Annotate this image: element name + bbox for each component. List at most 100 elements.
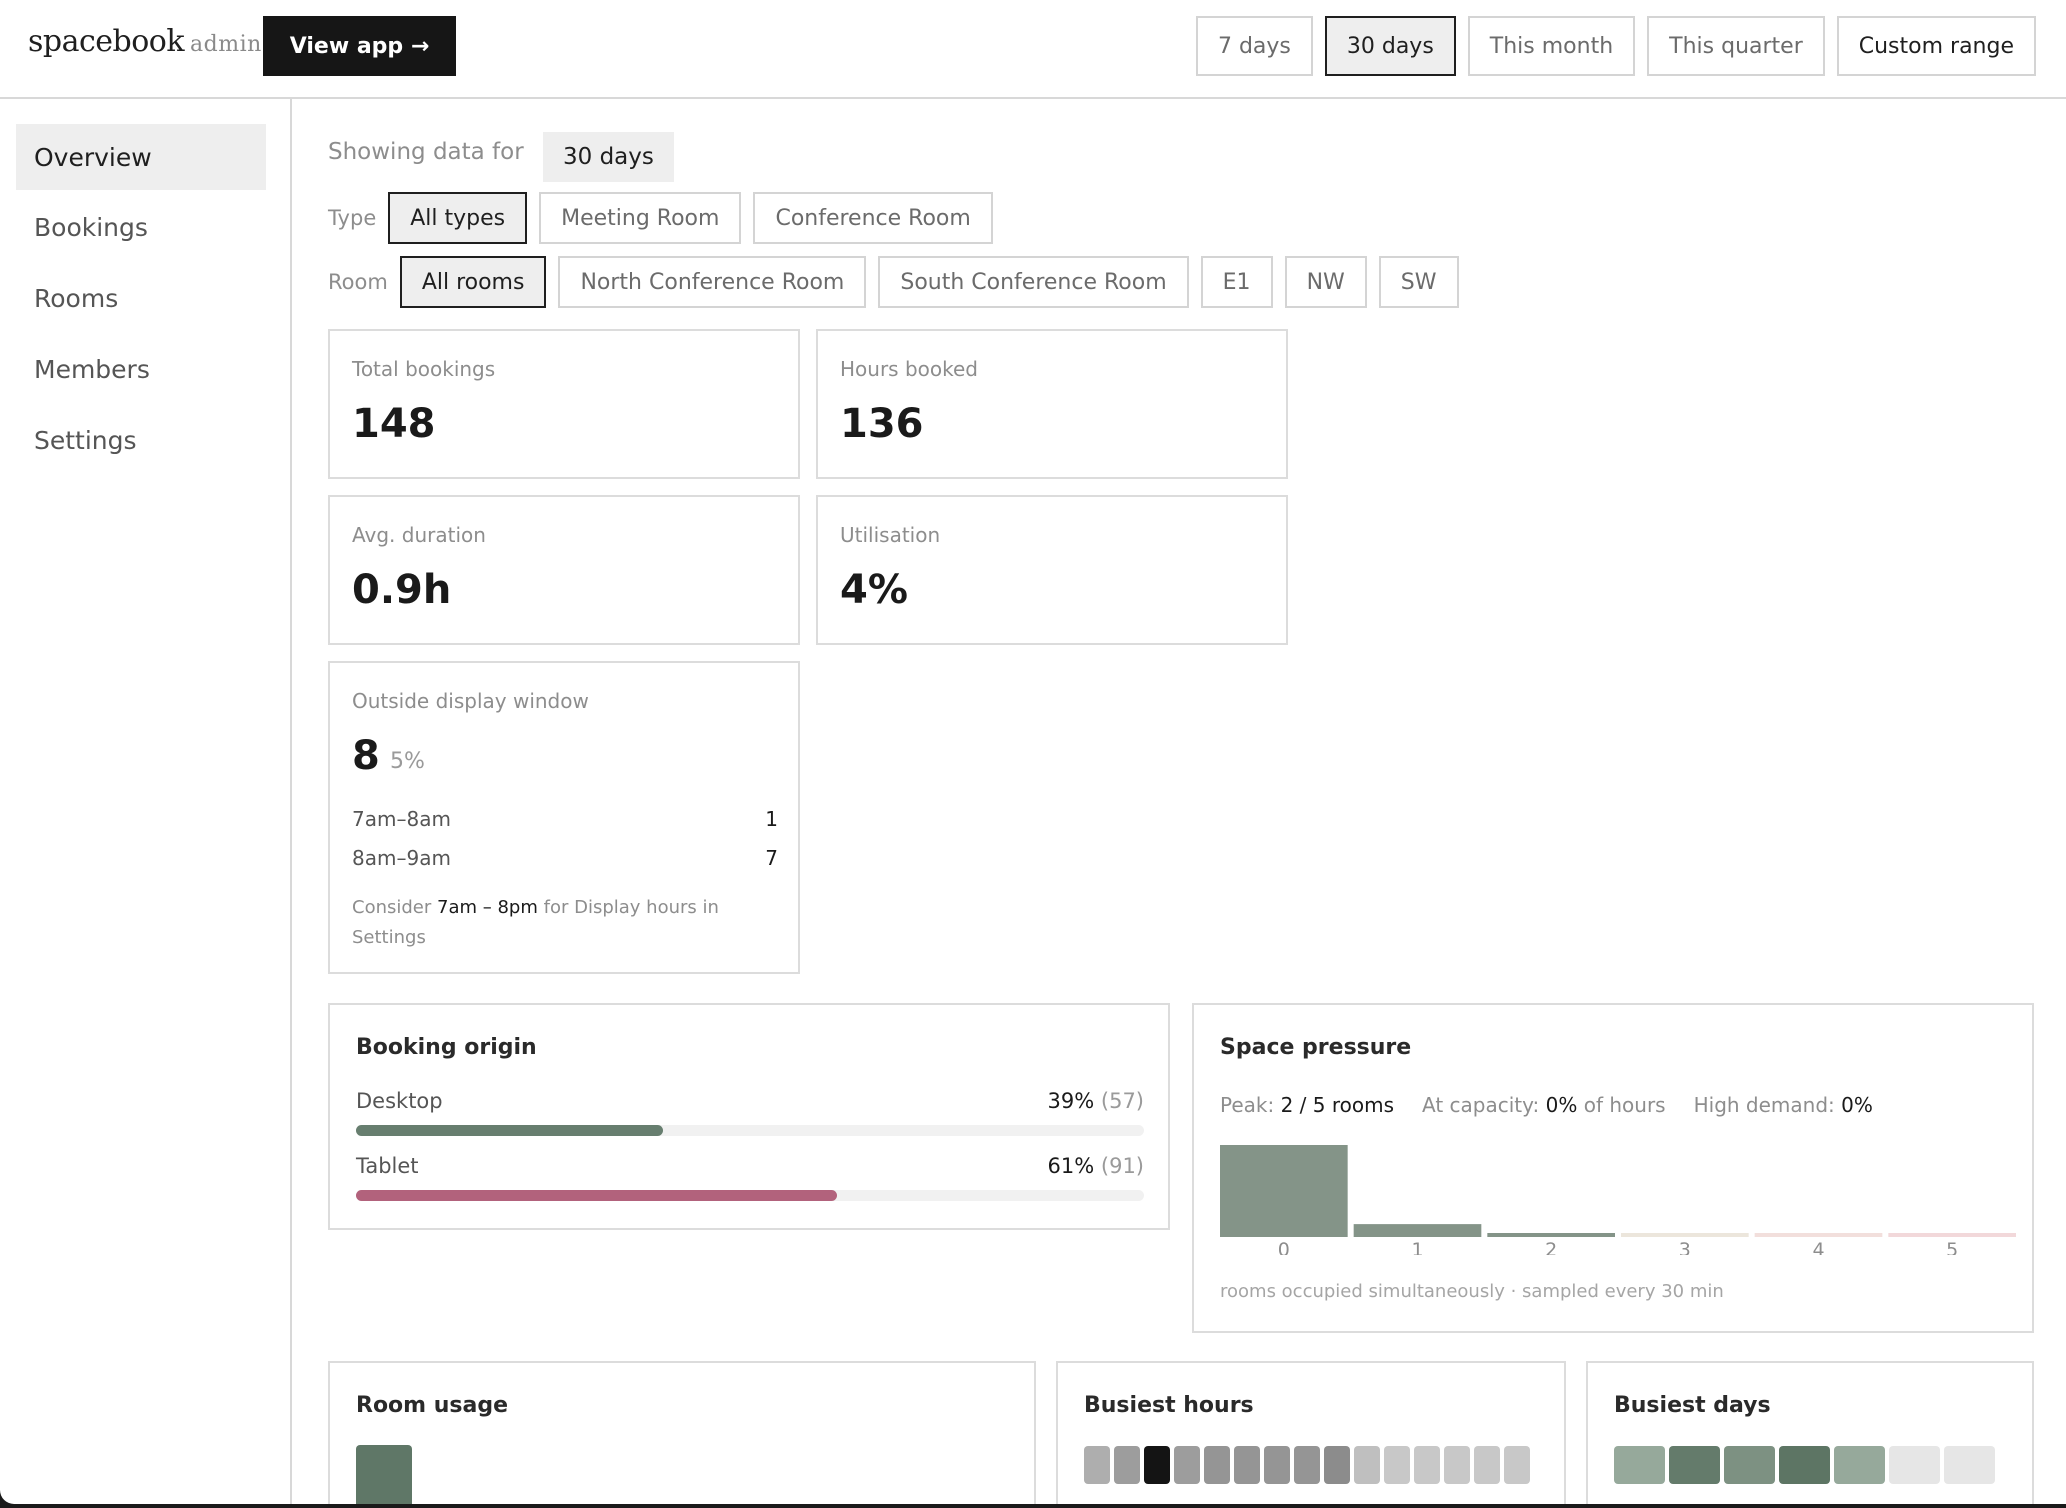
hint-prefix: Consider — [352, 897, 432, 918]
capacity-suffix: of hours — [1583, 1093, 1666, 1117]
pressure-tick-1: 1 — [1411, 1239, 1423, 1255]
origin-bar-fill-desktop — [356, 1125, 664, 1136]
range-this-quarter[interactable]: This quarter — [1647, 16, 1825, 76]
stat-value: 4% — [840, 567, 908, 613]
hour-cell — [1084, 1446, 1110, 1484]
demand-value: 0% — [1841, 1093, 1873, 1117]
day-cell — [1614, 1446, 1665, 1484]
hour-cell — [1324, 1446, 1350, 1484]
main-content: Showing data for 30 days Type All types … — [292, 99, 2066, 1504]
stat-label: Utilisation — [840, 523, 941, 547]
booking-origin-title: Booking origin — [356, 1035, 537, 1060]
logo[interactable]: spacebook admin — [28, 24, 262, 59]
room-usage-panel: Room usage — [328, 1361, 1036, 1504]
pressure-tick-4: 4 — [1812, 1239, 1824, 1255]
stat-label: Total bookings — [352, 357, 496, 381]
range-30-days[interactable]: 30 days — [1324, 16, 1456, 76]
hour-cell — [1144, 1446, 1170, 1484]
day-cell — [1944, 1446, 1995, 1484]
busiest-hours-title: Busiest hours — [1084, 1393, 1254, 1418]
pressure-bar-3 — [1621, 1233, 1749, 1237]
type-meeting-room-chip[interactable]: Meeting Room — [539, 192, 742, 244]
type-filter: Type All types Meeting Room Conference R… — [328, 192, 993, 244]
room-usage-title: Room usage — [356, 1393, 509, 1418]
sidebar-item-rooms[interactable]: Rooms — [34, 283, 119, 313]
outside-window-card: Outside display window 8 5% 7am–8am 1 8a… — [328, 661, 800, 974]
outside-window-value: 8 — [352, 733, 380, 779]
origin-row-desktop: Desktop 39% (57) — [356, 1089, 1144, 1136]
pressure-bar-4 — [1754, 1233, 1883, 1237]
origin-count: (57) — [1100, 1089, 1144, 1113]
pressure-tick-3: 3 — [1679, 1239, 1691, 1255]
peak-label: Peak: — [1220, 1093, 1275, 1117]
row-count: 1 — [765, 807, 778, 831]
display-hours-hint: Consider 7am – 8pm for Display hours in … — [352, 893, 762, 953]
pressure-bar-2 — [1487, 1233, 1615, 1237]
room-south-conference-chip[interactable]: South Conference Room — [878, 256, 1189, 308]
type-all-chip[interactable]: All types — [388, 192, 528, 244]
range-this-month[interactable]: This month — [1467, 16, 1636, 76]
hour-cell — [1114, 1446, 1140, 1484]
type-conference-room-chip[interactable]: Conference Room — [753, 192, 993, 244]
room-sw-chip[interactable]: SW — [1378, 256, 1459, 308]
sidebar-item-bookings[interactable]: Bookings — [34, 212, 148, 242]
demand-label: High demand: — [1693, 1093, 1835, 1117]
stat-label: Avg. duration — [352, 523, 486, 547]
hour-cell — [1414, 1446, 1440, 1484]
hour-cell — [1384, 1446, 1410, 1484]
room-usage-bar — [356, 1445, 412, 1504]
row-range: 7am–8am — [352, 807, 451, 831]
stat-hours-booked: Hours booked 136 — [816, 329, 1288, 479]
day-cell — [1724, 1446, 1775, 1484]
date-range-selector: 7 days 30 days This month This quarter C… — [1195, 16, 2036, 76]
stat-label: Hours booked — [840, 357, 978, 381]
peak-value: 2 / 5 rooms — [1280, 1093, 1395, 1117]
day-cell — [1779, 1446, 1830, 1484]
pressure-bar-1 — [1353, 1224, 1482, 1237]
hint-suffix: for Display hours in Settings — [352, 897, 719, 948]
room-e1-chip[interactable]: E1 — [1200, 256, 1273, 308]
room-filter-label: Room — [328, 270, 388, 294]
logo-text: spacebook — [28, 24, 185, 59]
room-nw-chip[interactable]: NW — [1284, 256, 1367, 308]
pressure-bar-0 — [1220, 1145, 1348, 1237]
busiest-days-panel: Busiest days — [1586, 1361, 2034, 1504]
origin-bar-fill-tablet — [356, 1190, 837, 1201]
origin-count: (91) — [1100, 1154, 1144, 1178]
pressure-tick-0: 0 — [1278, 1239, 1290, 1255]
stat-value: 136 — [840, 401, 924, 447]
day-cell — [1669, 1446, 1720, 1484]
hour-cell — [1294, 1446, 1320, 1484]
type-filter-label: Type — [328, 206, 377, 230]
sidebar-item-overview[interactable]: Overview — [16, 124, 266, 190]
capacity-value: 0% — [1545, 1093, 1578, 1117]
hint-range: 7am – 8pm — [437, 897, 538, 918]
space-pressure-chart: 0 1 2 3 4 5 — [1220, 1145, 2016, 1255]
logo-suffix: admin — [190, 32, 262, 57]
stat-avg-duration: Avg. duration 0.9h — [328, 495, 800, 645]
origin-percent: 39% — [1047, 1089, 1095, 1113]
origin-row-tablet: Tablet 61% (91) — [356, 1154, 1144, 1201]
top-bar: spacebook admin View app → 7 days 30 days… — [0, 0, 2066, 99]
day-cell — [1889, 1446, 1940, 1484]
sidebar-item-settings[interactable]: Settings — [34, 425, 137, 455]
showing-value-badge: 30 days — [543, 132, 674, 182]
range-custom[interactable]: Custom range — [1836, 16, 2036, 76]
capacity-label: At capacity: — [1422, 1093, 1540, 1117]
hour-cell — [1204, 1446, 1230, 1484]
sidebar-item-members[interactable]: Members — [34, 354, 150, 384]
room-north-conference-chip[interactable]: North Conference Room — [558, 256, 867, 308]
busiest-hours-heatmap — [1084, 1446, 1530, 1484]
room-all-chip[interactable]: All rooms — [399, 256, 547, 308]
hour-cell — [1264, 1446, 1290, 1484]
showing-label: Showing data for — [328, 139, 524, 165]
booking-origin-panel: Booking origin Desktop 39% (57) Tablet 6… — [328, 1003, 1170, 1230]
range-7-days[interactable]: 7 days — [1195, 16, 1313, 76]
view-app-button[interactable]: View app → — [263, 16, 456, 76]
hour-cell — [1504, 1446, 1530, 1484]
room-filter: Room All rooms North Conference Room Sou… — [328, 256, 1459, 308]
stat-value: 148 — [352, 401, 436, 447]
day-cell — [1834, 1446, 1885, 1484]
outside-window-row: 7am–8am 1 — [352, 807, 778, 831]
